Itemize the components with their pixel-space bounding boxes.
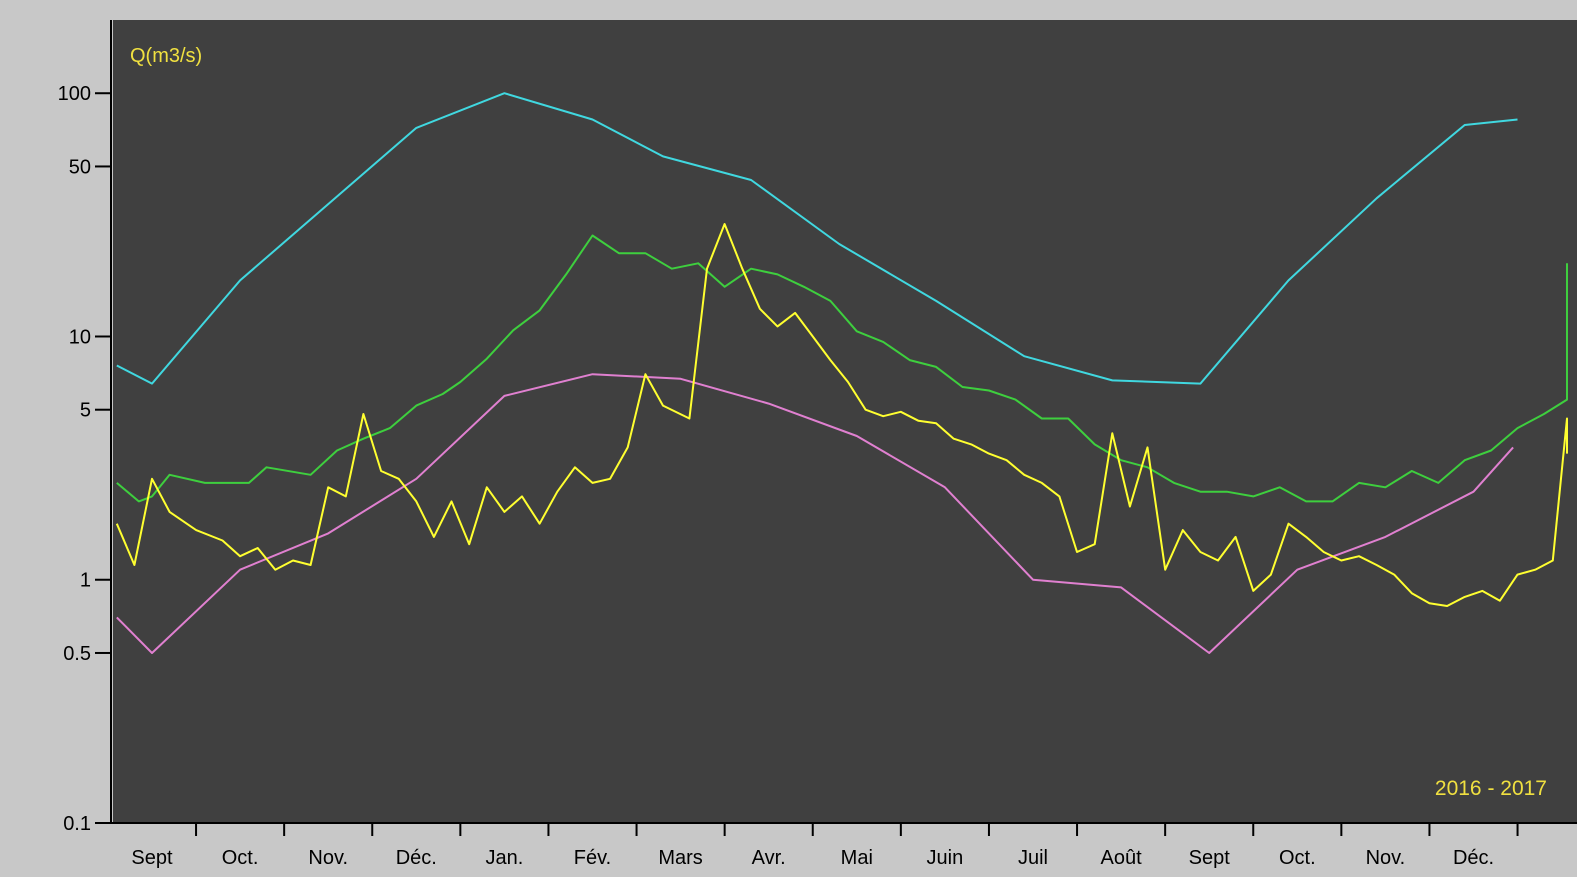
y-tick-label: 1 xyxy=(80,570,91,592)
x-month-label: Fév. xyxy=(574,847,611,869)
y-tick-label: 0.1 xyxy=(63,813,91,835)
y-tick-label: 0.5 xyxy=(63,643,91,665)
x-month-label: Mai xyxy=(841,847,873,869)
x-month-label: Juin xyxy=(927,847,964,869)
x-month-label: Nov. xyxy=(308,847,348,869)
x-month-label: Sept xyxy=(131,847,173,869)
y-tick-label: 50 xyxy=(69,156,91,178)
y-axis-unit-label: Q(m3/s) xyxy=(130,45,202,67)
y-axis-ticks: 100 50 10 5 1 0.5 0.1 xyxy=(58,83,111,835)
series-line-2 xyxy=(116,373,1514,654)
series-line-1 xyxy=(116,234,1568,503)
x-month-label: Oct. xyxy=(1279,847,1316,869)
x-month-label: Nov. xyxy=(1366,847,1406,869)
series-line-0 xyxy=(116,92,1518,385)
x-month-label: Août xyxy=(1101,847,1143,869)
x-month-label: Avr. xyxy=(752,847,786,869)
x-month-label: Mars xyxy=(658,847,702,869)
x-month-label: Déc. xyxy=(1453,847,1494,869)
plot-background xyxy=(113,20,1577,823)
x-month-label: Juil xyxy=(1018,847,1048,869)
x-axis-ticks: Sept Oct. Nov. Déc. Jan. Fév. Mars Avr. Mai Juin J… xyxy=(131,823,1519,869)
x-month-label: Sept xyxy=(1189,847,1231,869)
y-tick-label: 10 xyxy=(69,326,91,348)
series-line-3 xyxy=(115,223,1568,607)
x-month-label: Jan. xyxy=(485,847,523,869)
x-month-label: Oct. xyxy=(222,847,259,869)
y-tick-label: 5 xyxy=(80,400,91,422)
x-month-label: Déc. xyxy=(396,847,437,869)
y-tick-label: 100 xyxy=(58,83,91,105)
period-label: 2016 - 2017 xyxy=(1435,777,1547,800)
series-layer xyxy=(115,92,1568,654)
